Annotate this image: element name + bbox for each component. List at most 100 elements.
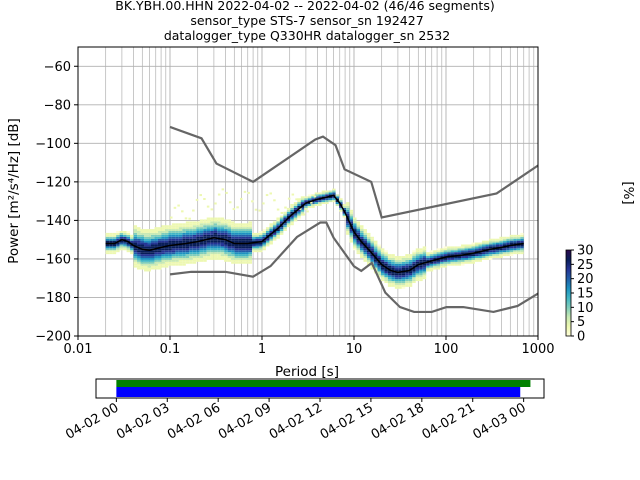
histogram-cell xyxy=(370,256,374,258)
histogram-cell xyxy=(405,284,409,287)
histogram-cell xyxy=(394,263,399,266)
histogram-cell xyxy=(335,204,340,206)
histogram-cell xyxy=(133,248,138,251)
histogram-cell xyxy=(474,246,479,249)
histogram-cell xyxy=(227,232,232,235)
histogram-cell xyxy=(516,244,521,247)
histogram-cell xyxy=(401,279,406,282)
histogram-cell xyxy=(164,257,169,260)
histogram-cell xyxy=(366,252,371,255)
histogram-cell xyxy=(189,229,193,231)
histogram-cell xyxy=(304,198,308,201)
histogram-cell xyxy=(304,196,308,199)
histogram-cell xyxy=(192,221,197,224)
histogram-cell xyxy=(356,238,361,241)
histogram-cell xyxy=(105,238,110,241)
histogram-cell xyxy=(516,252,521,255)
histogram-cell xyxy=(286,225,291,228)
histogram-cell xyxy=(495,254,500,257)
histogram-cell xyxy=(245,254,249,257)
histogram-cell xyxy=(346,215,350,218)
histogram-cell xyxy=(279,229,284,231)
histogram-cell xyxy=(196,236,200,239)
histogram-cell xyxy=(157,254,162,257)
histogram-cell xyxy=(415,271,420,274)
histogram-cell xyxy=(276,208,280,211)
histogram-cell xyxy=(161,234,165,237)
histogram-cell xyxy=(126,236,131,239)
histogram-cell xyxy=(360,236,364,239)
histogram-cell xyxy=(220,232,225,235)
histogram-cell xyxy=(195,198,199,201)
histogram-cell xyxy=(513,252,517,255)
histogram-cell xyxy=(150,267,155,270)
histogram-cell xyxy=(307,205,312,208)
histogram-cell xyxy=(220,223,225,226)
histogram-cell xyxy=(373,242,378,245)
histogram-cell xyxy=(192,230,197,233)
histogram-cell xyxy=(234,238,239,241)
histogram-cell xyxy=(468,254,472,257)
histogram-cell xyxy=(234,252,239,255)
histogram-cell xyxy=(217,232,221,235)
mean-psd-line xyxy=(105,194,524,274)
histogram-cell xyxy=(224,225,228,228)
histogram-cell xyxy=(387,257,392,260)
histogram-cell xyxy=(290,207,294,210)
histogram-cell xyxy=(387,275,392,278)
colorbar-tick-label: 25 xyxy=(577,258,594,273)
histogram-cell xyxy=(377,250,381,253)
histogram-cell xyxy=(192,236,197,239)
histogram-cell xyxy=(415,248,420,251)
histogram-cell xyxy=(513,242,517,245)
histogram-cell xyxy=(147,267,151,270)
coverage-tick-label: 04-02 21 xyxy=(420,400,478,442)
histogram-cell xyxy=(269,227,273,230)
histogram-cell xyxy=(133,230,138,233)
histogram-cell xyxy=(217,244,221,247)
histogram-cell xyxy=(236,206,239,209)
histogram-cell xyxy=(144,256,148,258)
histogram-cell xyxy=(182,257,186,260)
histogram-cell xyxy=(412,271,416,274)
histogram-cell xyxy=(509,236,514,239)
histogram-cell xyxy=(189,248,193,251)
histogram-cell xyxy=(297,202,301,205)
histogram-cell xyxy=(412,252,416,255)
histogram-cell xyxy=(377,267,381,270)
histogram-cell xyxy=(346,213,350,216)
histogram-cell xyxy=(286,207,291,210)
histogram-cell xyxy=(185,238,190,241)
histogram-cell xyxy=(349,227,354,230)
histogram-cell xyxy=(346,202,350,205)
histogram-cell xyxy=(185,257,190,260)
histogram-cell xyxy=(495,250,500,253)
histogram-cell xyxy=(255,232,259,235)
histogram-cell xyxy=(415,250,420,253)
histogram-cell xyxy=(140,257,145,260)
histogram-cell xyxy=(394,267,399,270)
colorbar-tick-label: 5 xyxy=(577,315,585,330)
histogram-cell xyxy=(133,225,138,228)
histogram-cell xyxy=(450,250,455,253)
histogram-cell xyxy=(258,232,263,235)
histogram-cell xyxy=(189,244,193,247)
histogram-cell xyxy=(203,252,207,255)
histogram-cell xyxy=(335,196,340,199)
histogram-cell xyxy=(471,261,475,264)
histogram-cell xyxy=(405,265,409,268)
y-tick-label: −200 xyxy=(35,330,71,345)
histogram-cell xyxy=(429,267,434,270)
histogram-cell xyxy=(140,250,145,253)
histogram-cell xyxy=(231,248,235,251)
histogram-cell xyxy=(363,240,367,243)
histogram-cell xyxy=(262,232,266,235)
histogram-cell xyxy=(516,240,521,243)
histogram-cell xyxy=(220,227,225,230)
histogram-cell xyxy=(387,265,392,268)
histogram-cell xyxy=(150,242,155,245)
histogram-cell xyxy=(210,234,214,237)
histogram-cell xyxy=(436,256,441,258)
histogram-cell xyxy=(185,234,190,237)
histogram-cell xyxy=(238,227,242,230)
